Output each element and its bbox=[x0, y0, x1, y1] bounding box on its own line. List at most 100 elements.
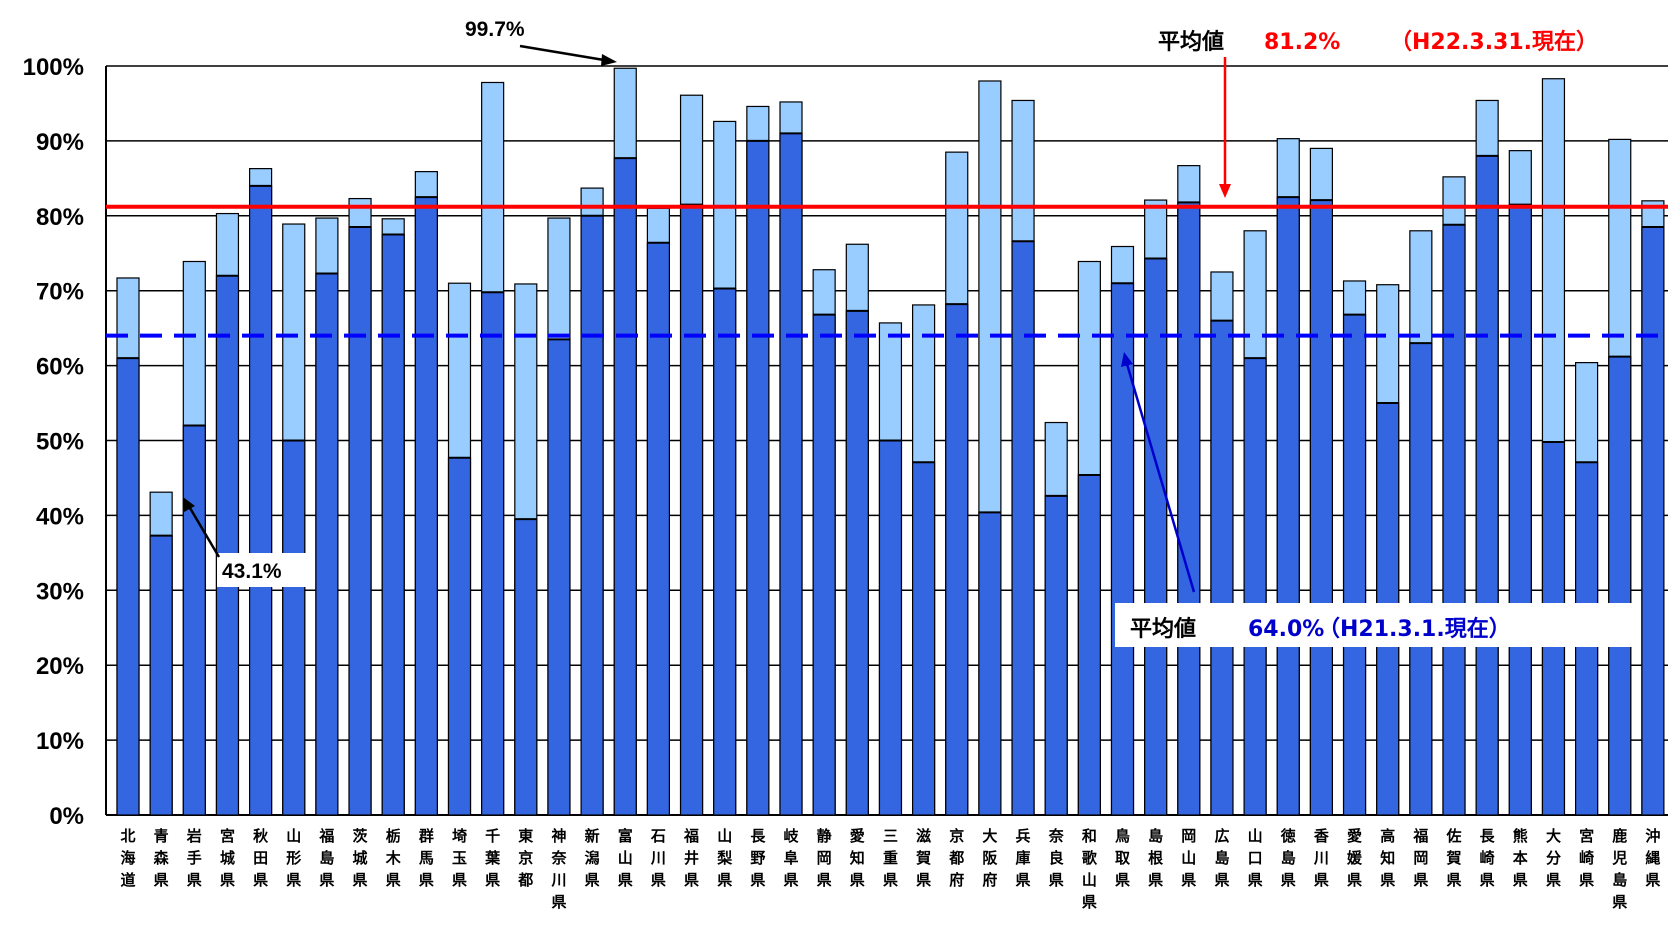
bar-previous bbox=[1641, 226, 1665, 816]
bar-previous bbox=[215, 275, 240, 816]
bars bbox=[116, 67, 1665, 816]
min-annotation-arrowhead bbox=[183, 497, 195, 512]
x-category-label: 徳島県 bbox=[1280, 827, 1296, 889]
x-category-label: 山口県 bbox=[1248, 827, 1263, 889]
x-category-label: 福島県 bbox=[318, 827, 334, 889]
bar-previous bbox=[1508, 203, 1532, 816]
y-tick-label: 100% bbox=[23, 54, 84, 81]
x-category-label: 山形県 bbox=[286, 827, 301, 889]
bar-previous bbox=[149, 535, 173, 816]
red-average-date: （H22.3.31.現在） bbox=[1390, 29, 1598, 55]
y-tick-label: 30% bbox=[36, 578, 84, 605]
bar-previous bbox=[1475, 155, 1499, 816]
x-category-label: 秋田県 bbox=[253, 827, 269, 889]
bar-previous bbox=[613, 157, 637, 816]
x-category-label: 岡山県 bbox=[1181, 827, 1196, 889]
bar-previous bbox=[414, 196, 438, 816]
blue-average-date: （H21.3.1.現在） bbox=[1318, 616, 1511, 642]
x-category-label: 長崎県 bbox=[1480, 827, 1496, 889]
x-category-label: 群馬県 bbox=[419, 827, 434, 889]
bar-previous bbox=[447, 457, 472, 816]
bar-previous bbox=[514, 518, 538, 816]
x-category-label: 富山県 bbox=[618, 827, 633, 889]
bar-previous bbox=[348, 226, 372, 816]
bar-previous bbox=[1011, 240, 1035, 816]
x-category-label: 山梨県 bbox=[716, 827, 732, 889]
bar-previous bbox=[1409, 342, 1433, 816]
x-category-label: 兵庫県 bbox=[1016, 827, 1031, 889]
min-annotation-arrow bbox=[188, 507, 221, 558]
bar-previous bbox=[911, 461, 936, 816]
bar-previous bbox=[812, 314, 836, 816]
x-category-label: 高知県 bbox=[1380, 827, 1395, 889]
bar-previous bbox=[978, 511, 1002, 816]
x-category-label: 福岡県 bbox=[1412, 827, 1428, 889]
red-average-label: 平均値 81.2% （H22.3.31.現在） bbox=[1158, 29, 1598, 55]
min-annotation-box bbox=[217, 553, 307, 587]
x-category-label: 青森県 bbox=[154, 827, 170, 889]
bar-previous bbox=[779, 132, 803, 816]
bar-previous bbox=[1309, 199, 1334, 816]
x-category-label: 大分県 bbox=[1546, 827, 1561, 889]
x-category-label: 東京都 bbox=[517, 827, 533, 889]
x-category-label: 長野県 bbox=[750, 827, 766, 889]
bar-previous bbox=[1177, 201, 1201, 816]
x-category-label: 大阪府 bbox=[982, 827, 998, 889]
bar-previous bbox=[1342, 314, 1367, 816]
bar-previous bbox=[845, 310, 869, 816]
x-category-label: 和歌山県 bbox=[1082, 827, 1098, 911]
reference-lines bbox=[106, 204, 1668, 338]
x-category-label: 宮崎県 bbox=[1579, 827, 1594, 889]
max-annotation-label: 99.7% bbox=[465, 18, 525, 41]
bar-previous bbox=[1243, 357, 1267, 816]
blue-average-label: 平均値 64.0% （H21.3.1.現在） bbox=[1115, 603, 1633, 647]
bar-previous bbox=[282, 439, 306, 816]
bar-previous bbox=[1608, 356, 1632, 816]
bar-previous bbox=[679, 203, 704, 816]
x-category-label: 茨城県 bbox=[353, 827, 368, 889]
y-tick-label: 50% bbox=[36, 429, 84, 456]
x-category-label: 福井県 bbox=[683, 827, 699, 889]
x-category-label: 石川県 bbox=[650, 827, 666, 889]
y-tick-label: 80% bbox=[36, 204, 84, 231]
bar-previous bbox=[746, 140, 770, 816]
y-tick-label: 90% bbox=[36, 129, 84, 156]
x-category-label: 沖縄県 bbox=[1645, 827, 1660, 889]
y-tick-label: 0% bbox=[49, 803, 84, 830]
x-category-label: 岩手県 bbox=[186, 827, 202, 889]
bar-previous bbox=[713, 287, 737, 816]
max-annotation-arrowhead bbox=[601, 54, 617, 66]
x-category-label: 広島県 bbox=[1214, 827, 1229, 889]
bar-previous bbox=[646, 242, 671, 816]
x-category-label: 宮城県 bbox=[220, 827, 235, 889]
red-average-title: 平均値 bbox=[1158, 29, 1224, 55]
x-category-label: 静岡県 bbox=[817, 827, 832, 889]
max-annotation-arrow bbox=[519, 44, 605, 62]
bar-previous bbox=[878, 439, 903, 816]
blue-average-value: 64.0% bbox=[1248, 617, 1324, 642]
blue-average-arrowhead bbox=[1121, 352, 1133, 367]
bar-previous bbox=[1276, 196, 1300, 816]
x-category-label: 鹿児島県 bbox=[1611, 827, 1627, 911]
x-category-label: 島根県 bbox=[1148, 827, 1163, 889]
x-category-label: 千葉県 bbox=[484, 827, 501, 889]
x-category-label: 京都府 bbox=[948, 827, 964, 889]
y-tick-label: 10% bbox=[36, 728, 84, 755]
bar-previous bbox=[1144, 257, 1168, 816]
blue-average-arrow bbox=[1125, 363, 1196, 593]
red-average-arrowhead bbox=[1219, 184, 1231, 198]
bar-previous bbox=[1442, 224, 1466, 816]
x-category-label: 岐阜県 bbox=[783, 827, 799, 889]
bar-previous bbox=[580, 215, 604, 816]
x-category-label: 香川県 bbox=[1313, 827, 1329, 889]
x-category-label: 新潟県 bbox=[585, 827, 600, 889]
x-category-label: 栃木県 bbox=[385, 827, 402, 889]
y-axis-tick-labels: 0% 10% 20% 30% 40% 50% 60% 70% 80% 90% 100% bbox=[23, 54, 84, 830]
bar-previous bbox=[182, 424, 206, 816]
x-category-label: 熊本県 bbox=[1513, 827, 1528, 889]
x-category-label: 滋賀県 bbox=[915, 827, 931, 889]
x-category-label: 奈良県 bbox=[1048, 827, 1065, 889]
bar-previous bbox=[381, 233, 405, 816]
